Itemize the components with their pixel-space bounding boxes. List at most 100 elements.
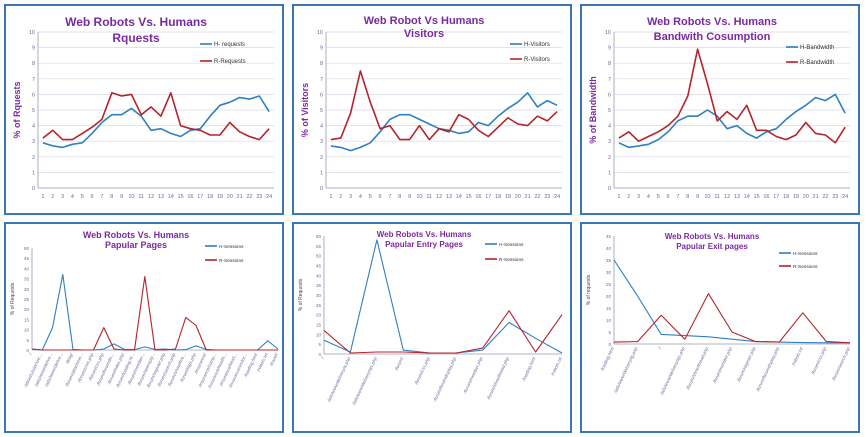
- y-axis-label: % of Requests: [298, 278, 304, 311]
- y-tick-label: 25: [606, 282, 612, 287]
- y-tick-label: 10: [317, 30, 323, 36]
- x-tick-label: /forum/showthread.php: [685, 346, 710, 391]
- y-tick-label: 30: [24, 287, 30, 292]
- y-tick-label: 8: [32, 61, 35, 67]
- chart-visitors: 0123456789101 2 3 4 5 6 7 8 9 10 11 12 13 14 15 16 17 18 1…: [294, 6, 570, 213]
- x-tick-label: 21: [813, 194, 819, 200]
- chart-subtitle: Papular Pages: [105, 240, 167, 250]
- y-tick-label: 60: [316, 234, 322, 239]
- series-line-robot: [324, 311, 562, 353]
- x-tick-label: 22: [534, 194, 540, 200]
- x-tick-label: 14: [744, 194, 750, 200]
- panel-requests: 0 1 2 3 4 5 6 7 8 9 10 1 2 3 4 5 6 7 8 9 10 11 12 13 14 15 16 17 18 1…: [4, 4, 284, 215]
- x-tick-label: 5: [369, 194, 372, 200]
- y-tick-label: 20: [316, 313, 322, 318]
- y-tick-label: 4: [608, 124, 611, 130]
- y-tick-label: 20: [606, 294, 612, 299]
- y-tick-label: 1: [608, 170, 611, 176]
- y-tick-label: 10: [29, 30, 35, 36]
- x-tick-label: 6: [91, 194, 94, 200]
- x-tick-label: /: [27, 352, 33, 357]
- x-tick-label: 8: [398, 194, 401, 200]
- x-tick-label: 23: [256, 194, 262, 200]
- x-tick-label: 3: [61, 194, 64, 200]
- panel-exit-pages: 0 5 10 15 20 25 30 35 40 45/loading.html/ads/www/…: [580, 222, 860, 433]
- x-tick-label: /forum/search.php: [831, 346, 851, 382]
- series-line-human: [614, 260, 850, 343]
- y-tick-label: 25: [24, 297, 30, 302]
- x-tick-label: 12: [436, 194, 442, 200]
- y-axis-label: % of requests: [586, 274, 592, 305]
- y-tick-label: 5: [320, 108, 323, 114]
- x-tick-label: /: [319, 356, 325, 361]
- y-tick-label: 30: [316, 293, 322, 298]
- y-tick-label: 10: [606, 318, 612, 323]
- x-tick-label: /forum/: [393, 356, 404, 372]
- x-tick-label: 13: [734, 194, 740, 200]
- x-tick-label: /ads/www/delivery/a.php: [326, 356, 352, 404]
- y-tick-label: 30: [606, 270, 612, 275]
- x-tick-label: 24: [266, 194, 272, 200]
- y-axis-label: % of Requests: [10, 282, 16, 315]
- x-tick-label: /loading.html: [599, 345, 615, 372]
- y-tick-label: 3: [320, 139, 323, 145]
- chart-popular-pages: 05101520253035404550//abouts2u/privac...…: [6, 224, 282, 431]
- x-tick-label: 21: [237, 194, 243, 200]
- x-tick-label: 23: [544, 194, 550, 200]
- legend-label: R-Visitors: [524, 57, 550, 63]
- x-tick-label: /forum/css.php: [810, 346, 828, 376]
- x-tick-label: 10: [704, 194, 710, 200]
- y-tick-label: 1: [32, 170, 35, 176]
- series-line-human: [324, 240, 562, 353]
- panel-visitors: 0 1 2 3 4 5 6 7 8 9 10 1 2 3 4 5 6 7 8 9 10 11 12 13 14 15 16 17 18 1…: [292, 4, 572, 215]
- chart-title: Web Robots Vs. Humans: [65, 15, 207, 29]
- legend-label: H-Sessions: [793, 251, 818, 257]
- y-tick-label: 15: [316, 323, 322, 328]
- y-tick-label: 7: [32, 77, 35, 83]
- y-tick-label: 9: [608, 46, 611, 52]
- x-tick-label: 18: [783, 194, 789, 200]
- x-tick-label: 1: [329, 194, 332, 200]
- x-tick-label: 18: [495, 194, 501, 200]
- panel-bandwidth: 0 1 2 3 4 5 6 7 8 9 10 1 2 3 4 5 6 7 8 9 10 11 12 13 14 15 16 17 18 1…: [580, 4, 860, 215]
- x-tick-label: 16: [187, 194, 193, 200]
- y-tick-label: 8: [320, 61, 323, 67]
- x-tick-label: 2: [51, 194, 54, 200]
- x-tick-label: 15: [466, 194, 472, 200]
- legend-label: R-Sessions: [219, 258, 244, 264]
- x-tick-label: 3: [349, 194, 352, 200]
- series-line-human: [43, 96, 269, 147]
- panel-entry-pages: 0 5 10 15 20 25 30 35 40 45 50 55 60//ads/www/delive…: [292, 222, 572, 433]
- x-tick-label: /forum/forumdisplay.php: [432, 356, 457, 403]
- series-line-human: [32, 275, 278, 351]
- chart-title: Web Robots Vs. Humans: [665, 232, 760, 241]
- y-tick-label: 2: [320, 155, 323, 161]
- x-tick-label: 16: [763, 194, 769, 200]
- x-tick-label: 7: [676, 194, 679, 200]
- x-tick-label: /robots.txt: [550, 356, 564, 378]
- x-tick-label: 19: [217, 194, 223, 200]
- series-line-robot: [614, 294, 850, 343]
- x-tick-label: 14: [168, 194, 174, 200]
- y-tick-label: 5: [318, 342, 321, 347]
- x-tick-label: /ads/www/delivery/ajs.php: [659, 346, 686, 397]
- x-tick-label: 13: [158, 194, 164, 200]
- x-tick-label: 7: [388, 194, 391, 200]
- x-tick-label: 4: [647, 194, 650, 200]
- x-tick-label: 10: [416, 194, 422, 200]
- x-tick-label: /forum/member.php: [462, 356, 484, 395]
- y-tick-label: 35: [316, 283, 322, 288]
- y-tick-label: 6: [320, 92, 323, 98]
- x-tick-label: 15: [754, 194, 760, 200]
- chart-subtitle: Bandwith Cosumption: [654, 31, 771, 43]
- y-tick-label: 9: [320, 46, 323, 52]
- y-axis-label: % of Bandwidth: [588, 76, 598, 144]
- y-tick-label: 15: [24, 317, 30, 322]
- x-tick-label: 18: [207, 194, 213, 200]
- chart-entry-pages: 051015202530354045505560//ads/www/delive…: [294, 224, 570, 431]
- series-line-human: [619, 94, 845, 147]
- chart-title: Web Robots Vs. Humans: [647, 16, 777, 28]
- y-tick-label: 2: [32, 155, 35, 161]
- y-tick-label: 7: [320, 77, 323, 83]
